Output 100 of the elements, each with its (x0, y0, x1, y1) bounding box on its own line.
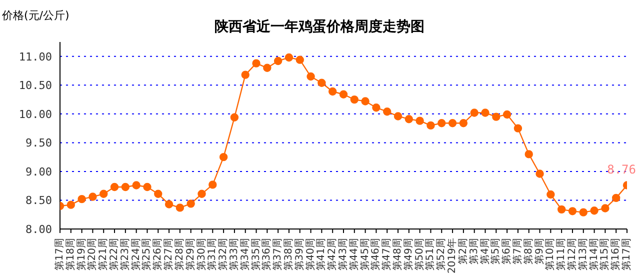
point (176, 204, 184, 212)
point (612, 194, 620, 202)
point (88, 192, 97, 201)
x-tick-label: 第42周 (326, 238, 338, 271)
x-tick-label: 第11周 (555, 238, 568, 271)
x-tick-label: 第19周 (75, 238, 88, 271)
point (219, 152, 228, 162)
x-tick-label: 第9周 (533, 238, 546, 264)
x-tick-label: 第51周 (424, 238, 436, 271)
y-tick-label: 9.50 (26, 136, 52, 150)
y-tick-label: 9.00 (26, 165, 52, 178)
point (318, 78, 326, 87)
x-tick-label: 第23周 (118, 238, 131, 271)
x-tick-label: 第49周 (402, 238, 414, 271)
point (536, 170, 544, 178)
point (426, 121, 435, 130)
x-tick-label: 第27周 (162, 238, 175, 271)
point (198, 190, 206, 198)
y-tick-label: 10.50 (18, 79, 52, 92)
x-tick-label: 第41周 (315, 238, 328, 271)
y-tick-label: 11.00 (18, 50, 52, 64)
point (274, 56, 282, 66)
point (448, 119, 457, 128)
x-tick-label: 第15周 (598, 238, 611, 271)
x-tick-label: 第39周 (293, 238, 306, 271)
point (284, 53, 294, 62)
point (383, 108, 392, 116)
point (252, 59, 260, 68)
point (143, 182, 152, 192)
point (372, 103, 380, 112)
x-tick-label: 2019年 (446, 238, 458, 274)
x-tick-label: 第20周 (86, 238, 98, 271)
x-tick-label: 第13周 (576, 238, 589, 271)
point (350, 95, 359, 104)
x-tick-label: 第35周 (250, 238, 262, 271)
x-tick-label: 第46周 (370, 238, 382, 271)
x-tick-label: 第26周 (152, 238, 164, 271)
x-tick-label: 第38周 (282, 238, 294, 271)
x-tick-label: 第32周 (217, 238, 230, 271)
point (110, 182, 119, 192)
x-tick-label: 第16周 (610, 238, 622, 271)
x-tick-label: 第50周 (413, 238, 426, 271)
y-tick-label: 10.00 (18, 108, 52, 121)
point (601, 204, 610, 212)
chart-title: 陕西省近一年鸡蛋价格周度走势图 (214, 19, 424, 35)
point (121, 182, 130, 192)
x-tick-label: 第33周 (228, 238, 240, 271)
x-tick-label: 第7周 (511, 238, 524, 264)
point (481, 108, 490, 117)
x-tick-label: 第4周 (478, 238, 491, 264)
x-tick-label: 第28周 (173, 238, 186, 271)
point (438, 119, 446, 128)
x-tick-label: 第34周 (238, 238, 251, 271)
x-tick-label: 第47周 (380, 238, 393, 271)
x-tick-label: 第5周 (490, 238, 502, 264)
x-tick-label: 第45周 (358, 238, 371, 271)
x-tick-label: 第25周 (140, 238, 153, 271)
x-tick-label: 第22周 (108, 238, 120, 271)
x-tick-label: 第43周 (337, 238, 349, 271)
x-tick-label: 第36周 (260, 238, 273, 271)
x-tick-label: 第17周 (54, 238, 66, 271)
point (296, 56, 304, 64)
point (100, 190, 108, 198)
x-tick-label: 第40周 (304, 238, 316, 271)
point (416, 116, 424, 125)
point (568, 207, 577, 216)
point (459, 119, 468, 128)
point (502, 110, 512, 119)
point (514, 124, 522, 132)
point (579, 208, 588, 216)
x-tick-label: 第37周 (272, 238, 284, 271)
point (230, 113, 239, 122)
x-tick-label: 第31周 (206, 238, 218, 271)
x-tick-label: 第12周 (566, 238, 578, 271)
point (328, 87, 337, 96)
y-axis-title: 价格(元/公斤) (2, 8, 70, 23)
data-label: 8.76 (607, 162, 636, 176)
point (557, 205, 566, 214)
point (339, 90, 348, 98)
x-tick-label: 第6周 (500, 238, 513, 264)
x-tick-label: 第2周 (456, 238, 469, 264)
point (394, 112, 402, 120)
point (78, 194, 86, 204)
point (361, 97, 370, 106)
x-tick-label: 第17周 (620, 238, 632, 271)
x-tick-label: 第21周 (97, 238, 110, 271)
point (470, 108, 478, 117)
point (241, 70, 250, 79)
x-tick-label: 第44周 (348, 238, 360, 271)
x-tick-label: 第30周 (195, 238, 208, 271)
point (524, 150, 533, 158)
x-tick-label: 第3周 (468, 238, 480, 264)
point (263, 64, 272, 72)
x-tick-label: 第14周 (588, 238, 600, 271)
point (546, 190, 555, 199)
point (66, 200, 76, 209)
y-tick-label: 8.00 (26, 222, 52, 236)
point (154, 190, 162, 198)
x-tick-label: 第29周 (184, 238, 196, 271)
x-tick-label: 第24周 (130, 238, 142, 271)
